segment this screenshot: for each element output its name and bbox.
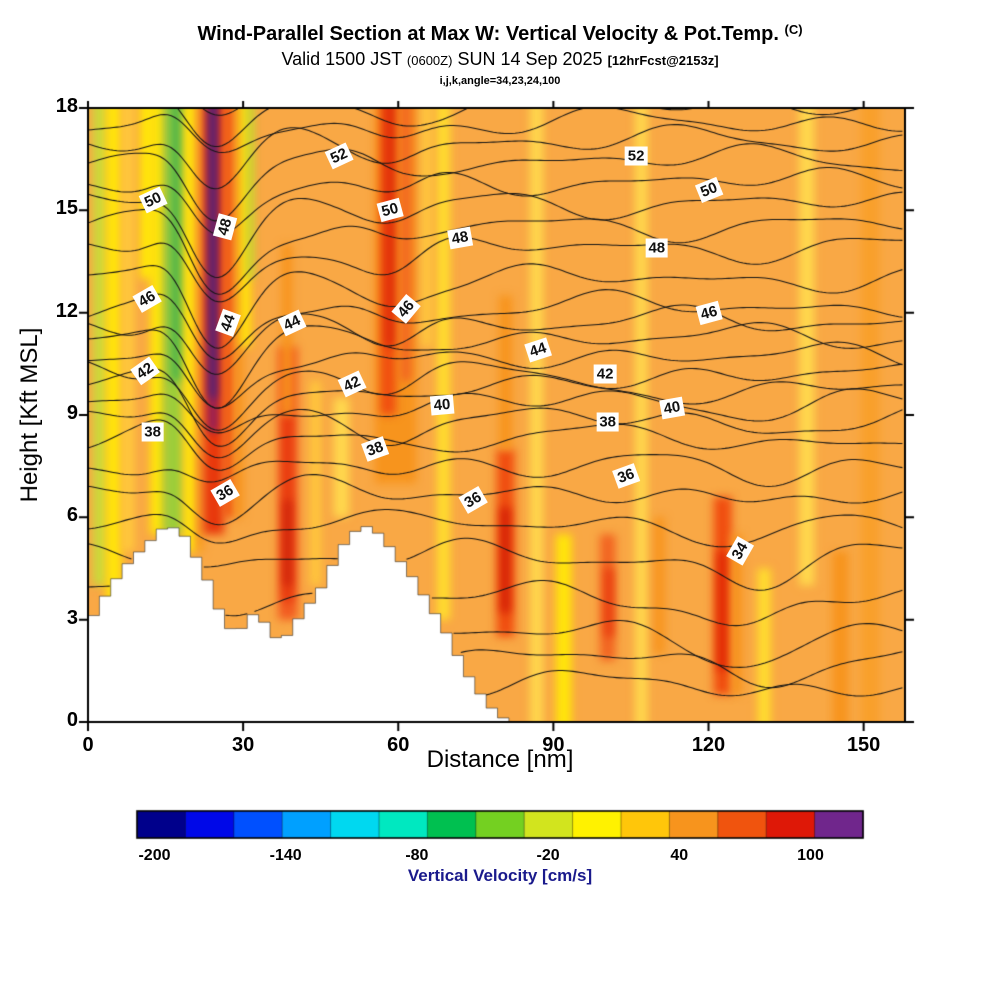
title-unit: (C) — [784, 22, 803, 37]
colorbar-title: Vertical Velocity [cm/s] — [407, 866, 593, 885]
valid-date: SUN 14 Sep 2025 — [457, 49, 603, 69]
forecast-info: [12hrFcst@2153z] — [607, 53, 719, 68]
x-axis-title: Distance [nm] — [426, 746, 574, 773]
page-title: Wind-Parallel Section at Max W: Vertical… — [0, 22, 1000, 46]
grid-params-line: i,j,k,angle=34,23,24,100 — [439, 75, 561, 87]
valid-time-line: Valid 1500 JST (0600Z) SUN 14 Sep 2025 [… — [0, 49, 1000, 70]
y-axis-title: Height [Kft MSL] — [16, 327, 43, 503]
valid-zulu: (0600Z) — [406, 53, 453, 68]
title-text: Wind-Parallel Section at Max W: Vertical… — [197, 23, 779, 45]
valid-prefix: Valid 1500 JST — [281, 49, 402, 69]
